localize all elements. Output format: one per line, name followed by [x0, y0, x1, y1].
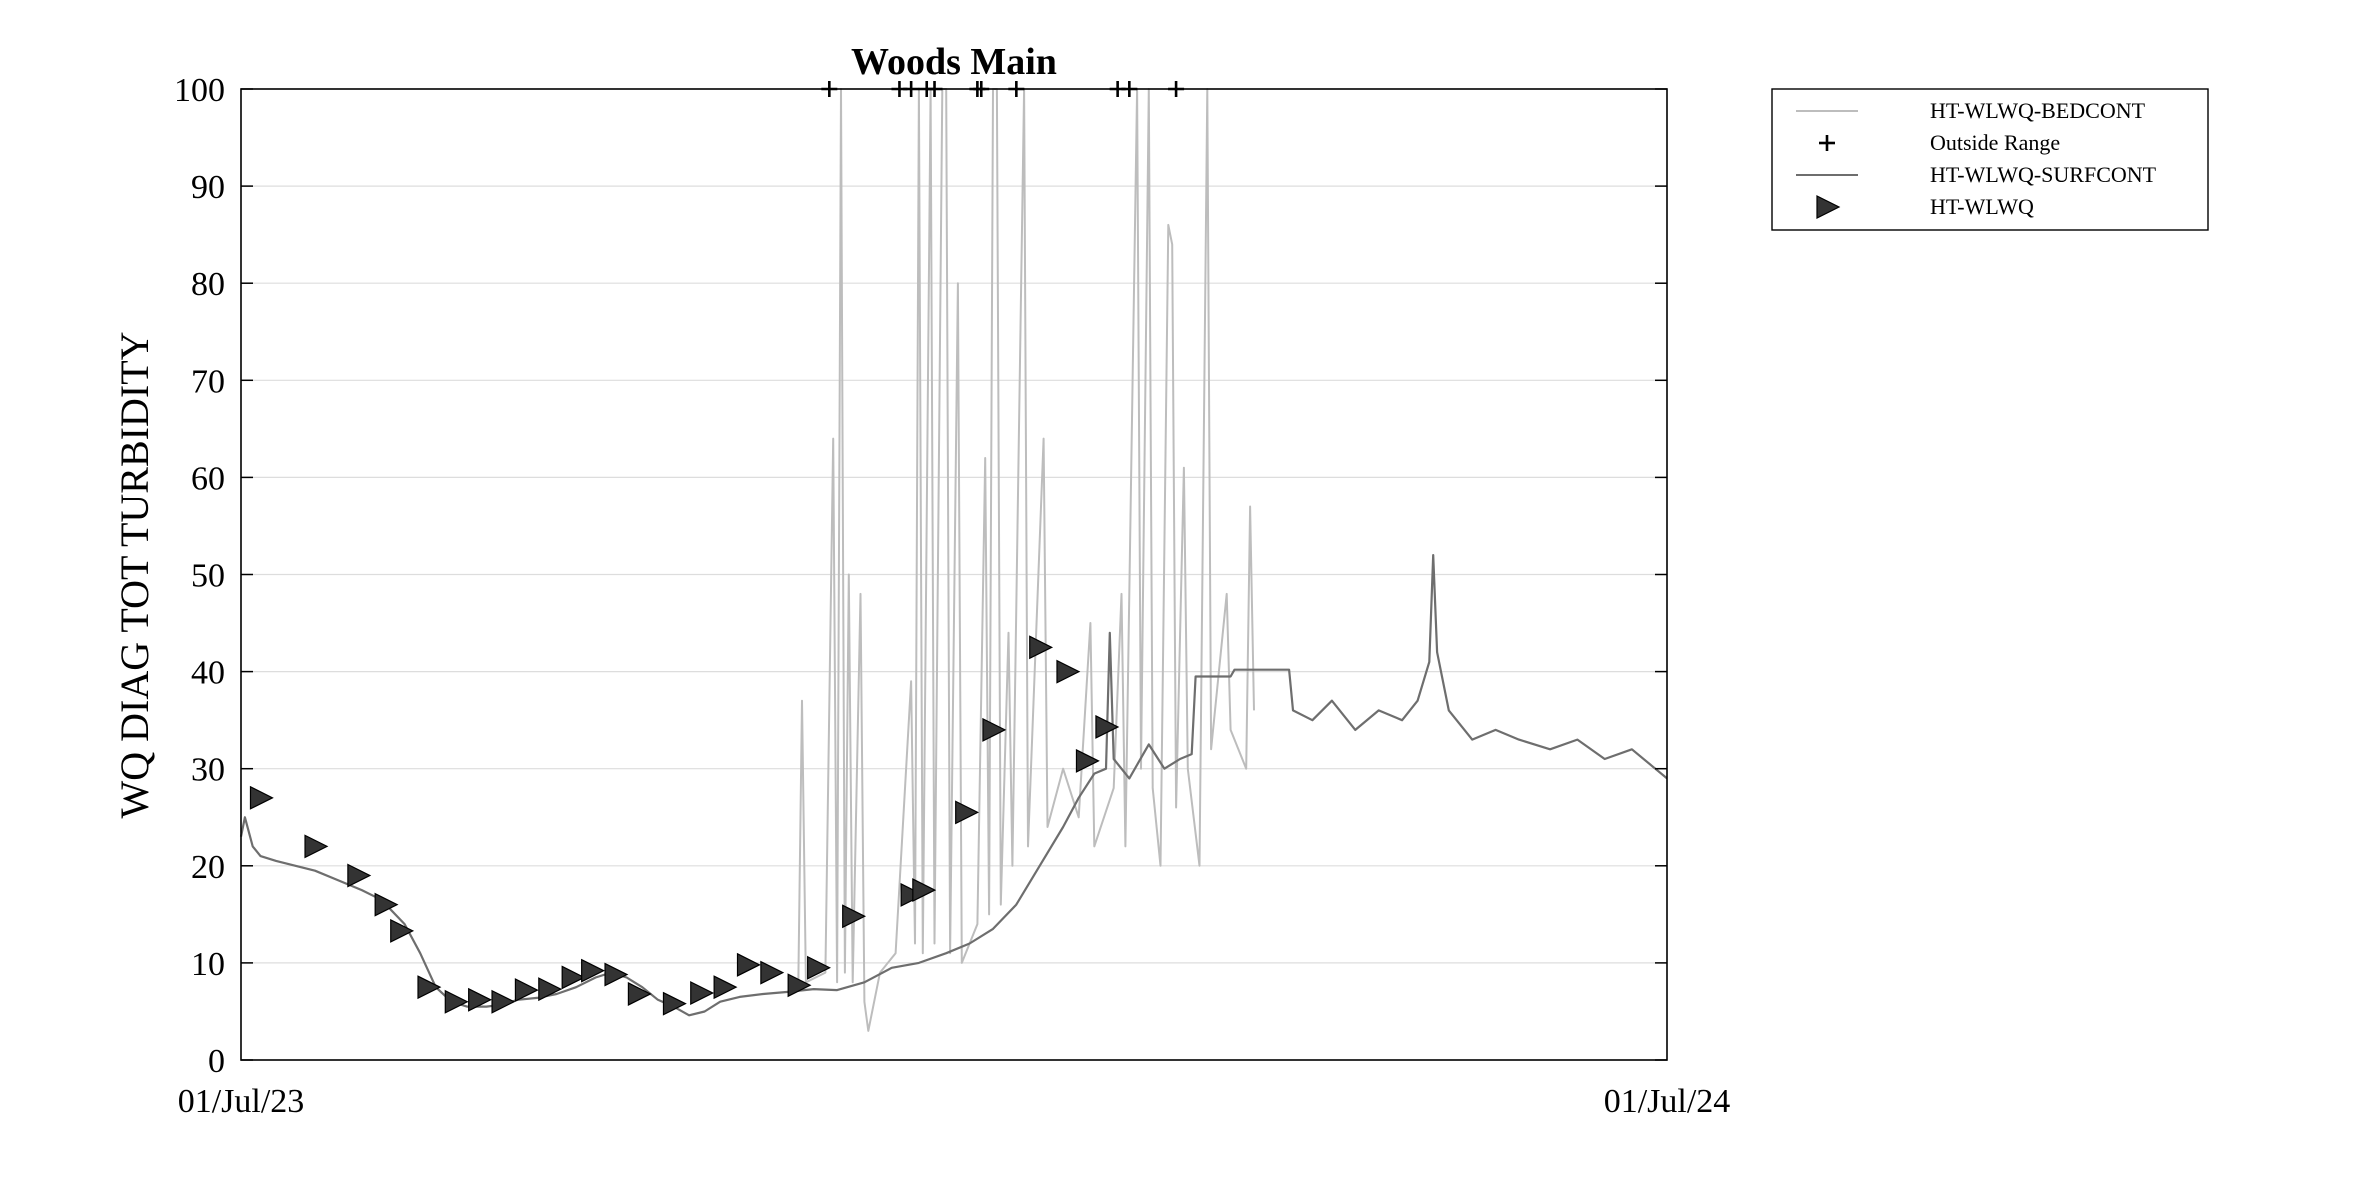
- legend-item: Outside Range: [1819, 130, 2060, 155]
- y-tick-label: 100: [174, 72, 225, 109]
- legend-label: HT-WLWQ: [1930, 194, 2034, 219]
- legend-item: HT-WLWQ-BEDCONT: [1796, 98, 2146, 123]
- legend-label: Outside Range: [1930, 130, 2060, 155]
- sample-marker: [538, 977, 563, 1002]
- legend-item: HT-WLWQ-SURFCONT: [1796, 162, 2157, 187]
- sample-marker: [581, 958, 605, 983]
- chart-title: Woods Main: [851, 41, 1057, 83]
- sample-marker: [662, 991, 687, 1016]
- y-tick-label: 70: [191, 363, 225, 400]
- sample-marker: [444, 989, 469, 1014]
- y-axis-label: WQ DIAG TOT TURBIDITY: [112, 331, 157, 818]
- sample-marker: [347, 863, 372, 888]
- y-tick-label: 30: [191, 752, 225, 789]
- x-tick-label: 01/Jul/23: [178, 1083, 305, 1120]
- sample-marker: [690, 981, 715, 1005]
- sample-marker: [468, 987, 493, 1012]
- sample-marker: [982, 717, 1007, 742]
- sample-marker: [417, 975, 442, 1000]
- sample-marker: [374, 892, 399, 917]
- sample-marker: [713, 975, 738, 1000]
- y-tick-label: 40: [191, 655, 225, 692]
- legend-item: HT-WLWQ: [1816, 194, 2034, 219]
- y-tick-label: 0: [208, 1043, 225, 1080]
- sample-marker: [842, 904, 867, 929]
- sample-marker: [955, 800, 980, 825]
- sample-marker: [1075, 748, 1100, 773]
- sample-marker: [304, 834, 329, 859]
- sample-marker: [900, 882, 925, 907]
- x-tick-label: 01/Jul/24: [1604, 1083, 1731, 1120]
- sample-marker: [604, 962, 629, 987]
- sample-marker: [561, 965, 586, 990]
- axis-ticks: 0 10 20 30 40 50 60 70 80 90 100 01/Jul/23 01/Jul/24: [174, 72, 1730, 1120]
- y-tick-label: 80: [191, 266, 225, 303]
- sample-marker: [807, 955, 831, 980]
- y-tick-label: 60: [191, 460, 225, 497]
- sample-marker: [1095, 714, 1120, 739]
- sample-marker: [627, 982, 652, 1006]
- y-tick-label: 20: [191, 849, 225, 886]
- legend: HT-WLWQ-BEDCONT Outside Range HT-WLWQ-SURF…: [1771, 88, 2209, 231]
- sample-marker: [760, 960, 785, 985]
- sample-marker: [736, 952, 761, 977]
- legend-label: HT-WLWQ-SURFCONT: [1930, 162, 2157, 187]
- grid-lines: [241, 185, 1667, 964]
- sample-marker: [249, 785, 274, 810]
- y-tick-label: 10: [191, 946, 225, 983]
- sample-marker: [491, 989, 516, 1014]
- sample-marker: [1029, 635, 1054, 660]
- sample-marker: [1056, 659, 1081, 684]
- legend-box: [1771, 88, 2209, 231]
- sample-marker: [514, 978, 539, 1003]
- sample-marker: [787, 973, 812, 998]
- legend-swatch: [1816, 195, 1841, 219]
- series-line-ht-wlwq-bedcont: [797, 88, 1255, 1032]
- y-tick-label: 90: [191, 169, 225, 206]
- legend-label: HT-WLWQ-BEDCONT: [1930, 98, 2146, 123]
- sample-marker: [390, 918, 415, 943]
- y-tick-label: 50: [191, 558, 225, 595]
- sample-marker: [912, 878, 937, 903]
